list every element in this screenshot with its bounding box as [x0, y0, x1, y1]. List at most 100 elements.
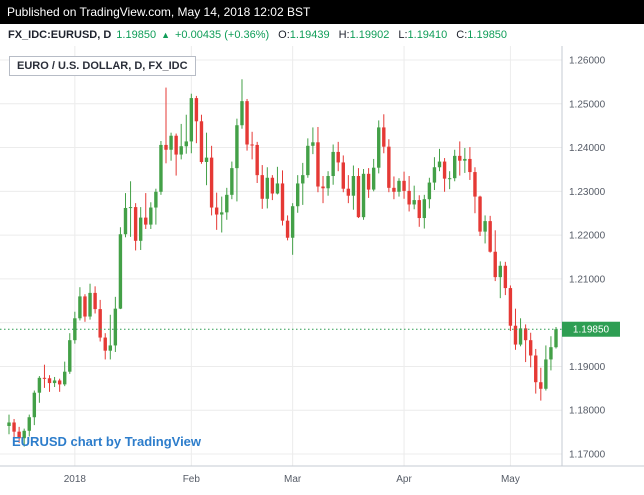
candle — [453, 149, 457, 182]
candle — [518, 318, 523, 347]
candle — [468, 147, 472, 180]
svg-text:1.23000: 1.23000 — [569, 187, 606, 198]
candle — [128, 181, 133, 237]
candle — [93, 286, 97, 314]
candle — [184, 114, 188, 154]
candle — [179, 123, 183, 160]
high-value: 1.19902 — [349, 29, 390, 41]
svg-text:1.17000: 1.17000 — [569, 450, 606, 461]
candle — [12, 418, 16, 438]
candle — [301, 162, 305, 205]
candle — [493, 230, 497, 282]
candle — [382, 114, 386, 154]
svg-text:1.22000: 1.22000 — [569, 231, 606, 242]
candle — [270, 175, 275, 201]
open-field: O:1.19439 — [278, 29, 329, 41]
candle — [326, 171, 330, 196]
svg-text:2018: 2018 — [64, 474, 87, 485]
candle — [442, 158, 447, 192]
candle — [73, 311, 77, 344]
candle — [407, 176, 411, 212]
candle — [549, 336, 553, 371]
candle — [432, 157, 437, 191]
candle — [17, 426, 21, 444]
candle — [412, 185, 416, 210]
candle — [118, 227, 123, 310]
candle — [250, 131, 254, 160]
candle — [488, 215, 492, 253]
svg-text:1.18000: 1.18000 — [569, 406, 606, 417]
candle — [366, 168, 371, 198]
candle — [265, 167, 270, 209]
candle — [321, 176, 325, 204]
last-price-badge: 1.19850 — [562, 321, 620, 337]
candle — [417, 195, 421, 227]
candle — [473, 167, 477, 214]
price-chart[interactable]: 1.26000 1.25000 1.24000 1.23000 1.22000 1.210… — [0, 46, 644, 495]
candle — [154, 188, 158, 225]
candle — [513, 308, 518, 350]
low-value: 1.19410 — [407, 29, 448, 41]
candle — [189, 93, 194, 154]
candle — [204, 132, 209, 186]
candle — [463, 147, 467, 173]
candle — [554, 326, 558, 349]
svg-text:1.19850: 1.19850 — [573, 325, 610, 336]
candle — [311, 127, 315, 155]
time-axis[interactable]: 2018 Feb Mar Apr May — [64, 474, 520, 485]
candle — [37, 376, 42, 403]
candle — [123, 193, 128, 238]
candle — [169, 132, 173, 161]
candle — [164, 87, 168, 164]
candle — [225, 187, 229, 220]
candle — [336, 141, 340, 172]
chart-area[interactable]: 1.26000 1.25000 1.24000 1.23000 1.22000 1.210… — [0, 46, 644, 495]
candle — [295, 175, 300, 213]
svg-text:1.19000: 1.19000 — [569, 362, 606, 373]
candle — [22, 428, 26, 447]
candle — [392, 176, 396, 200]
open-value: 1.19439 — [289, 29, 330, 41]
tradingview-attribution-link[interactable]: EURUSD chart by TradingView — [12, 434, 202, 449]
candle — [113, 296, 118, 352]
candle — [483, 215, 487, 244]
symbol-interval-label[interactable]: FX_IDC:EURUSD, D — [8, 29, 112, 41]
svg-text:1.26000: 1.26000 — [569, 56, 606, 67]
close-label: C: — [456, 29, 468, 41]
candle — [539, 367, 543, 401]
candle — [199, 114, 204, 164]
candle — [78, 287, 82, 321]
candle — [402, 171, 406, 199]
candle — [290, 203, 295, 255]
close-field: C:1.19850 — [456, 29, 507, 41]
candle — [316, 126, 320, 193]
svg-text:1.21000: 1.21000 — [569, 274, 606, 285]
candle — [83, 294, 87, 322]
candle — [52, 376, 57, 388]
candle — [159, 140, 163, 195]
candle — [57, 378, 62, 392]
low-field: L:1.19410 — [398, 29, 447, 41]
open-label: O: — [278, 29, 290, 41]
candle — [235, 118, 239, 202]
candle — [27, 414, 31, 437]
price-axis[interactable]: 1.26000 1.25000 1.24000 1.23000 1.22000 1.210… — [569, 56, 606, 461]
candle — [245, 98, 249, 151]
candle — [458, 141, 462, 176]
candle — [523, 324, 528, 363]
candle — [42, 364, 47, 388]
candle — [422, 194, 427, 229]
candle — [98, 299, 102, 342]
candle — [47, 375, 52, 392]
candle — [88, 283, 92, 320]
candle — [387, 139, 391, 193]
gridlines — [0, 46, 562, 466]
candle — [149, 202, 153, 229]
candle — [346, 175, 351, 204]
candle — [503, 261, 508, 296]
candle — [447, 171, 452, 190]
candle — [275, 166, 280, 195]
candle — [174, 133, 178, 176]
svg-text:Apr: Apr — [396, 474, 412, 485]
